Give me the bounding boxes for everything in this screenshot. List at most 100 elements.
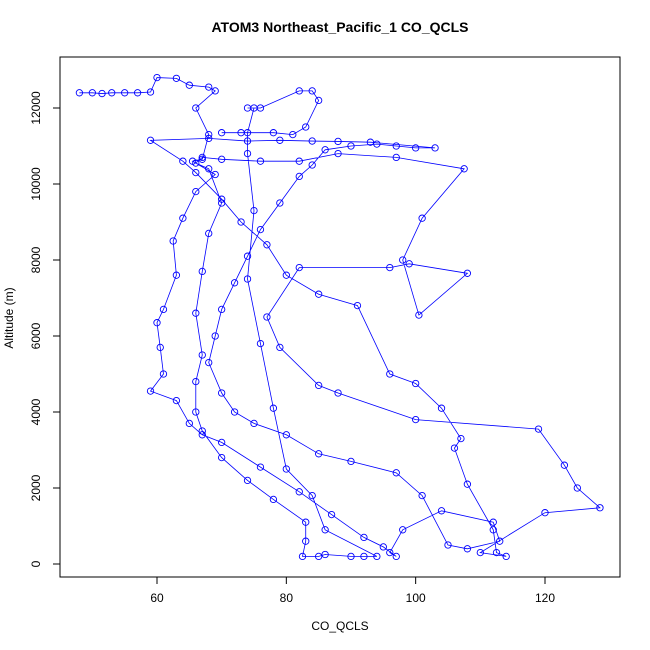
data-point xyxy=(276,136,284,144)
data-point xyxy=(347,142,355,150)
data-point xyxy=(463,269,472,277)
data-point xyxy=(205,134,213,143)
data-point xyxy=(360,533,368,542)
data-point xyxy=(88,89,96,97)
x-tick-label: 80 xyxy=(280,591,294,605)
data-point xyxy=(392,142,400,150)
data-point xyxy=(230,408,239,416)
y-tick-label: 6000 xyxy=(29,322,43,349)
y-tick-label: 10000 xyxy=(29,167,43,201)
data-point xyxy=(269,129,278,137)
data-point xyxy=(308,137,316,145)
data-point xyxy=(302,537,310,545)
y-tick-label: 8000 xyxy=(29,246,43,273)
data-point xyxy=(302,123,310,131)
data-point xyxy=(392,469,400,477)
data-point xyxy=(399,526,407,534)
data-point xyxy=(192,104,200,112)
data-point xyxy=(360,552,368,561)
data-point xyxy=(218,199,226,207)
data-point xyxy=(334,389,342,397)
y-axis-label: Altitude (m) xyxy=(2,287,16,348)
data-point xyxy=(205,229,213,238)
data-point xyxy=(347,457,355,466)
data-point xyxy=(192,309,200,317)
data-point xyxy=(412,144,420,152)
data-point xyxy=(243,149,252,158)
data-point xyxy=(237,218,245,226)
data-point xyxy=(205,165,213,173)
data-point xyxy=(334,137,342,146)
data-point xyxy=(315,552,323,561)
data-point xyxy=(172,271,181,279)
data-point xyxy=(353,301,362,310)
data-point xyxy=(218,389,226,397)
data-point xyxy=(276,199,284,207)
data-point xyxy=(415,311,423,319)
data-point xyxy=(153,73,161,82)
data-point xyxy=(295,488,303,496)
data-point xyxy=(412,415,420,424)
data-point xyxy=(502,552,510,561)
data-point xyxy=(218,155,226,163)
data-point xyxy=(315,96,323,105)
data-point xyxy=(437,507,446,515)
y-tick-label: 12000 xyxy=(29,91,43,125)
data-point xyxy=(289,130,297,139)
data-point xyxy=(243,104,252,112)
data-point xyxy=(295,157,303,165)
data-point xyxy=(192,187,200,196)
data-point xyxy=(418,491,426,500)
data-point xyxy=(496,537,504,545)
data-point xyxy=(198,431,206,439)
data-point xyxy=(192,377,200,386)
data-point xyxy=(463,480,472,488)
data-point xyxy=(243,476,252,485)
data-point xyxy=(172,396,181,405)
data-point xyxy=(295,263,303,272)
data-point xyxy=(366,138,375,146)
data-point xyxy=(198,351,206,359)
data-point xyxy=(185,81,193,89)
data-point xyxy=(121,89,129,97)
data-point xyxy=(256,104,265,112)
data-point xyxy=(172,74,181,83)
data-point xyxy=(315,381,323,390)
data-point xyxy=(418,214,426,222)
data-point xyxy=(198,153,206,162)
data-point xyxy=(205,83,213,91)
data-point xyxy=(75,89,84,97)
data-point xyxy=(250,206,258,215)
data-point xyxy=(321,146,329,154)
data-point xyxy=(405,260,413,268)
data-point xyxy=(347,552,355,561)
data-point xyxy=(302,518,310,526)
data-point xyxy=(444,541,452,549)
data-point xyxy=(256,463,265,471)
data-point xyxy=(298,552,307,561)
data-point xyxy=(243,275,252,283)
data-point xyxy=(308,161,316,169)
data-point xyxy=(192,168,200,177)
x-tick-label: 100 xyxy=(406,591,426,605)
data-point xyxy=(169,237,177,245)
data-point xyxy=(218,305,226,314)
data-point xyxy=(437,404,446,412)
data-point xyxy=(321,550,329,559)
data-point xyxy=(218,438,226,447)
data-point xyxy=(179,157,187,165)
data-point xyxy=(431,144,439,152)
data-point xyxy=(295,172,303,181)
data-point xyxy=(450,444,459,452)
data-point xyxy=(218,195,226,203)
data-point xyxy=(295,87,303,95)
data-point xyxy=(156,343,164,352)
data-point xyxy=(379,543,387,551)
x-tick-label: 120 xyxy=(535,591,555,605)
data-point xyxy=(256,157,265,165)
data-point xyxy=(560,461,569,469)
data-point xyxy=(321,526,329,534)
data-point xyxy=(159,370,168,378)
